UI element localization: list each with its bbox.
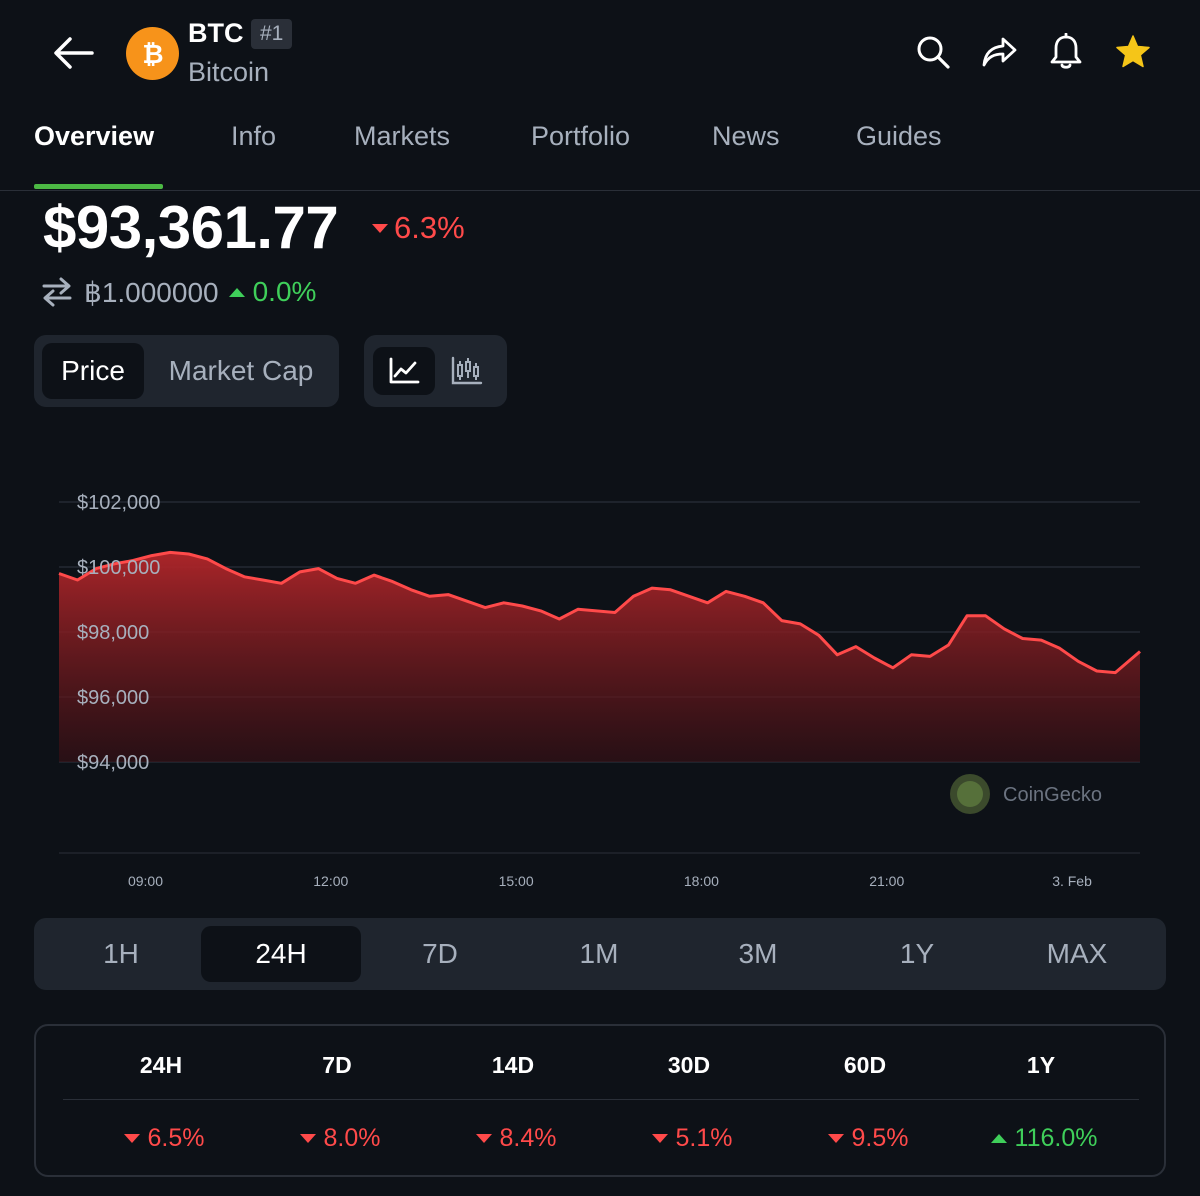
y-tick-label: $96,000 bbox=[77, 687, 149, 709]
price-change-value: 6.3% bbox=[394, 210, 465, 245]
tab-guides[interactable]: Guides bbox=[856, 121, 942, 151]
perf-header-24h: 24H bbox=[139, 1052, 183, 1078]
perf-value-7d: 8.0% bbox=[265, 1124, 415, 1153]
share-icon bbox=[982, 37, 1017, 67]
down-triangle-icon bbox=[651, 1134, 668, 1143]
back-button[interactable] bbox=[48, 28, 98, 78]
candlestick-chart-button[interactable] bbox=[436, 347, 498, 395]
line-chart-button[interactable] bbox=[373, 347, 435, 395]
perf-value-14d: 8.4% bbox=[441, 1124, 591, 1153]
x-tick-label: 21:00 bbox=[869, 873, 904, 889]
perf-value-text: 6.5% bbox=[147, 1124, 205, 1152]
swap-icon bbox=[42, 277, 72, 307]
performance-table: 24H 7D 14D 30D 60D 1Y 6.5% 8.0% 8.4% 5.1… bbox=[34, 1024, 1166, 1177]
price-line bbox=[58, 550, 1141, 675]
perf-value-30d: 5.1% bbox=[617, 1124, 767, 1153]
tab-markets[interactable]: Markets bbox=[354, 121, 451, 151]
bitcoin-logo-icon: ₿ bbox=[126, 27, 179, 80]
current-price: $93,361.77 bbox=[43, 194, 339, 261]
perf-value-24h: 6.5% bbox=[89, 1124, 239, 1153]
share-button[interactable] bbox=[978, 30, 1022, 74]
perf-value-60d: 9.5% bbox=[793, 1124, 943, 1153]
down-triangle-icon bbox=[299, 1134, 316, 1143]
table-divider bbox=[63, 1099, 1139, 1100]
active-tab-indicator bbox=[34, 184, 163, 189]
chart-type-toggle bbox=[364, 335, 507, 407]
up-triangle-icon bbox=[228, 287, 245, 297]
perf-value-text: 8.0% bbox=[323, 1124, 381, 1152]
y-tick-label: $94,000 bbox=[77, 752, 149, 774]
search-icon bbox=[917, 36, 950, 69]
btc-price-row: ฿1.000000 0.0% bbox=[40, 272, 316, 312]
perf-value-text: 116.0% bbox=[1014, 1124, 1098, 1152]
svg-text:₿: ₿ bbox=[142, 40, 163, 70]
perf-value-text: 5.1% bbox=[675, 1124, 733, 1152]
down-triangle-icon bbox=[123, 1134, 140, 1143]
coin-symbol: BTC bbox=[188, 18, 244, 48]
btc-price-change-value: 0.0% bbox=[252, 276, 317, 307]
btc-price-change: 0.0% bbox=[228, 276, 317, 308]
coingecko-watermark: CoinGecko bbox=[950, 774, 1102, 814]
favorite-button[interactable] bbox=[1111, 30, 1155, 74]
btc-price-value: ฿1.000000 bbox=[84, 276, 219, 308]
price-area-fill bbox=[59, 552, 1140, 762]
perf-header-1y: 1Y bbox=[1026, 1052, 1056, 1078]
time-range-selector: 1H 24H 7D 1M 3M 1Y MAX bbox=[34, 918, 1166, 990]
market-cap-toggle-button[interactable]: Market Cap bbox=[168, 355, 314, 386]
line-chart-icon bbox=[389, 357, 420, 384]
perf-header-30d: 30D bbox=[667, 1052, 711, 1078]
y-tick-label: $102,000 bbox=[77, 492, 160, 514]
coin-name: Bitcoin bbox=[188, 57, 270, 87]
range-1m-button[interactable]: 1M bbox=[579, 938, 619, 969]
down-triangle-icon bbox=[475, 1134, 492, 1143]
down-triangle-icon bbox=[827, 1134, 844, 1143]
top-bar: ₿ BTC #1 Bitcoin bbox=[0, 0, 1200, 105]
star-icon bbox=[1116, 35, 1150, 68]
perf-header-7d: 7D bbox=[322, 1052, 352, 1078]
tab-bar: Overview Info Markets Portfolio News Gui… bbox=[0, 105, 1200, 191]
x-tick-label: 3. Feb bbox=[1052, 873, 1092, 889]
bell-icon bbox=[1050, 33, 1082, 69]
up-triangle-icon bbox=[990, 1134, 1007, 1143]
price-toggle-button[interactable]: Price bbox=[42, 343, 144, 399]
rank-badge: #1 bbox=[251, 19, 293, 49]
range-3m-button[interactable]: 3M bbox=[738, 938, 778, 969]
search-button[interactable] bbox=[911, 30, 955, 74]
down-triangle-icon bbox=[372, 223, 388, 233]
x-tick-label: 12:00 bbox=[313, 873, 348, 889]
candlestick-icon bbox=[451, 356, 483, 385]
watermark-text: CoinGecko bbox=[1003, 784, 1102, 806]
range-24h-button[interactable]: 24H bbox=[201, 926, 361, 982]
tab-portfolio[interactable]: Portfolio bbox=[531, 121, 631, 151]
tab-news[interactable]: News bbox=[712, 121, 780, 151]
x-tick-label: 15:00 bbox=[499, 873, 534, 889]
y-tick-label: $100,000 bbox=[77, 557, 160, 579]
perf-value-text: 8.4% bbox=[499, 1124, 557, 1152]
alert-button[interactable] bbox=[1044, 30, 1088, 74]
tab-info[interactable]: Info bbox=[231, 121, 277, 151]
perf-value-text: 9.5% bbox=[851, 1124, 909, 1152]
metric-toggle: Price Market Cap bbox=[34, 335, 339, 407]
price-chart[interactable]: $102,000 $100,000 $98,000 $96,000 $94,000 Co… bbox=[0, 440, 1200, 910]
perf-header-60d: 60D bbox=[843, 1052, 887, 1078]
y-tick-label: $98,000 bbox=[77, 622, 149, 644]
back-arrow-icon bbox=[54, 37, 94, 69]
range-1h-button[interactable]: 1H bbox=[103, 938, 139, 969]
price-chart-svg: $102,000 $100,000 $98,000 $96,000 $94,000 Co… bbox=[58, 492, 1141, 889]
perf-value-1y: 116.0% bbox=[969, 1124, 1119, 1153]
tab-overview[interactable]: Overview bbox=[34, 121, 155, 151]
perf-header-14d: 14D bbox=[491, 1052, 535, 1078]
range-7d-button[interactable]: 7D bbox=[422, 938, 458, 969]
x-tick-label: 18:00 bbox=[684, 873, 719, 889]
range-max-button[interactable]: MAX bbox=[1046, 938, 1108, 969]
x-tick-label: 09:00 bbox=[128, 873, 163, 889]
price-change: 6.3% bbox=[372, 210, 465, 246]
range-1y-button[interactable]: 1Y bbox=[899, 938, 935, 969]
